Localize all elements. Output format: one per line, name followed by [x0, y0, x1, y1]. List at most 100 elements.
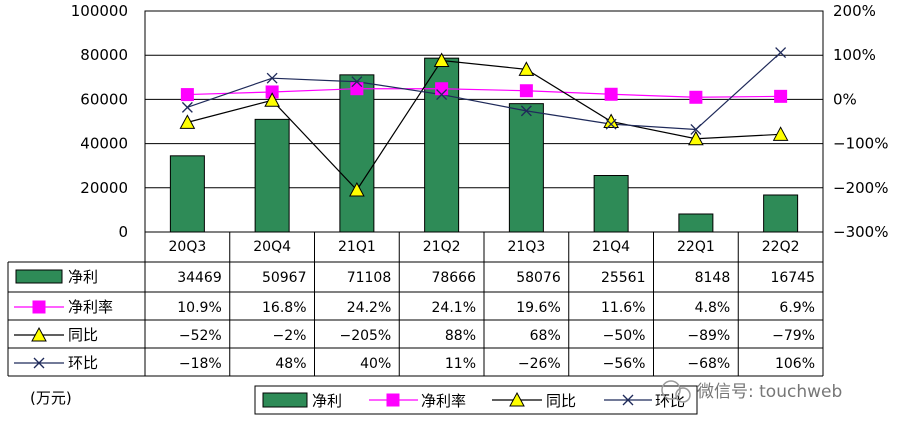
point-qoq: [775, 47, 787, 59]
point-qoq: [622, 394, 634, 406]
line-qoq-markers: [181, 47, 787, 135]
legend-label: 净利: [312, 392, 342, 410]
table-cell: 16745: [770, 270, 815, 286]
category-label: 22Q2: [762, 239, 800, 255]
left-tick-label: 100000: [71, 2, 128, 20]
table-cell: −52%: [179, 328, 222, 344]
point-yoy: [688, 130, 704, 146]
row-header: 同比: [68, 326, 98, 344]
line-yoy: [187, 59, 781, 191]
table-cell: 58076: [516, 270, 561, 286]
line-net-margin-markers: [180, 82, 788, 104]
table-cell: 106%: [775, 356, 815, 372]
watermark: 微信号: touchweb: [661, 380, 842, 403]
right-tick-label: 200%: [833, 2, 876, 20]
table-cell: 68%: [530, 328, 561, 344]
left-tick-label: 60000: [80, 90, 128, 108]
point-qoq: [33, 357, 45, 369]
table-cell: 11.6%: [601, 300, 645, 316]
point-qoq: [520, 105, 532, 117]
category-label: 20Q3: [169, 239, 207, 255]
left-tick-label: 0: [118, 223, 128, 241]
table-cell: −50%: [603, 328, 646, 344]
point-yoy: [518, 61, 535, 76]
wechat-icon-small: [675, 387, 691, 403]
left-tick-label: 40000: [80, 135, 128, 153]
point-yoy: [433, 52, 450, 68]
table-cell: 50967: [262, 270, 307, 286]
point-qoq: [605, 118, 617, 130]
table-cell: −2%: [273, 328, 307, 344]
table-cell: −56%: [603, 356, 646, 372]
point-net-margin: [689, 90, 703, 104]
table-cell: 4.8%: [695, 300, 731, 316]
point-yoy: [349, 181, 365, 197]
legend: 净利 净利率 同比 环比: [254, 385, 698, 415]
table-cell: 24.2%: [347, 300, 391, 316]
point-qoq: [351, 76, 363, 88]
table-cell: 10.9%: [177, 300, 221, 316]
point-yoy: [603, 113, 619, 128]
point-qoq: [181, 101, 193, 113]
line-qoq: [187, 52, 782, 131]
table-cell: −18%: [179, 356, 222, 372]
table-cell: −89%: [687, 328, 730, 344]
point-net-margin: [386, 393, 400, 407]
plot-frame: [144, 10, 824, 233]
point-net-margin: [32, 300, 46, 314]
right-tick-label: 100%: [833, 46, 876, 64]
point-net-margin: [519, 84, 533, 98]
table-cell: 16.8%: [262, 300, 306, 316]
row-header: 净利: [68, 268, 98, 286]
gridlines: [144, 10, 824, 233]
bar-net-profit: [678, 213, 714, 233]
bar-net-profit: [339, 74, 375, 233]
row-header: 环比: [68, 354, 98, 372]
category-label: 21Q3: [508, 239, 546, 255]
line-series: [179, 47, 789, 197]
right-tick-label: −300%: [833, 223, 888, 241]
line-yoy-markers: [179, 52, 789, 197]
right-tick-label: −100%: [833, 135, 888, 153]
point-yoy: [509, 391, 525, 407]
legend-label: 同比: [546, 392, 576, 410]
table-cell: 40%: [360, 356, 391, 372]
legend-label: 净利率: [421, 392, 466, 410]
row-header: 净利率: [68, 298, 113, 316]
table-cell: 11%: [445, 356, 476, 372]
legend-key-bar: [262, 392, 308, 408]
category-label: 21Q1: [338, 239, 376, 255]
category-label: 21Q4: [592, 239, 630, 255]
table-cell: 71108: [347, 270, 392, 286]
data-table: 20Q3 20Q4 21Q1 21Q2 21Q3 21Q4 22Q1 22Q2 净利 34469 5…: [7, 232, 824, 377]
right-tick-label: 0%: [833, 90, 857, 108]
point-yoy: [31, 326, 47, 342]
point-net-margin: [180, 88, 194, 102]
table-cell: 8148: [695, 270, 731, 286]
point-qoq: [690, 123, 702, 135]
right-tick-label: −200%: [833, 179, 888, 197]
table-key-bar: [15, 269, 63, 284]
table-cell: −68%: [687, 356, 730, 372]
line-net-margin: [187, 88, 781, 98]
table-cell: 19.6%: [516, 300, 560, 316]
table-cell: 78666: [431, 270, 476, 286]
table-cell: 6.9%: [779, 300, 815, 316]
bar-net-profit: [593, 175, 629, 233]
category-label: 20Q4: [253, 239, 291, 255]
wechat-icon: [661, 380, 681, 400]
point-qoq: [266, 72, 278, 84]
bar-net-profit: [169, 155, 205, 233]
category-label: 22Q1: [677, 239, 715, 255]
point-yoy: [264, 92, 280, 107]
bar-net-profit: [763, 194, 799, 233]
point-yoy: [772, 126, 789, 141]
table-cell: 48%: [275, 356, 306, 372]
point-yoy: [179, 114, 196, 129]
point-net-margin: [350, 82, 364, 96]
table-cell: 25561: [601, 270, 646, 286]
bar-net-profit: [254, 118, 290, 233]
watermark-text: 微信号: touchweb: [697, 382, 842, 402]
left-tick-label: 80000: [80, 46, 128, 64]
